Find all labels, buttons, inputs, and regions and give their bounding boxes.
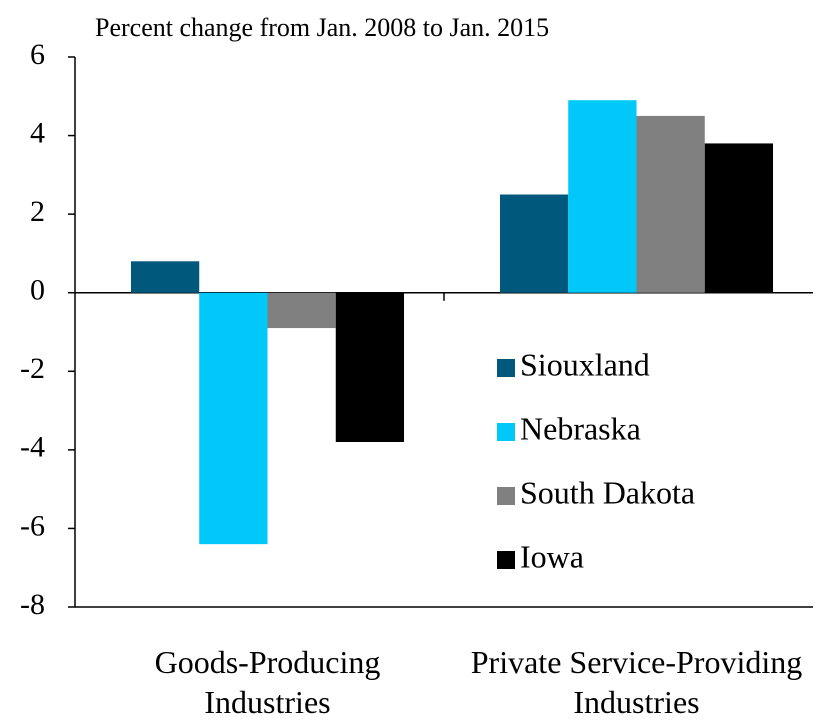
bar [130, 261, 200, 293]
bar [199, 292, 268, 545]
legend-label: Nebraska [520, 410, 641, 446]
bar [568, 100, 637, 293]
y-tick-label: -8 [20, 588, 45, 621]
chart-title: Percent change from Jan. 2008 to Jan. 20… [95, 13, 549, 42]
bar [636, 115, 705, 293]
bar [499, 194, 569, 293]
x-tick-label: Private Service-Providing Industries [470, 644, 803, 720]
legend-swatch [497, 487, 515, 505]
bar [267, 292, 336, 329]
legend-label: Iowa [520, 538, 584, 574]
legend-swatch [497, 359, 515, 377]
bar [335, 292, 405, 442]
y-tick-label: -4 [20, 431, 45, 464]
y-tick-label: -6 [20, 509, 45, 542]
y-tick-label: 2 [30, 195, 45, 228]
legend-label: Siouxland [520, 346, 650, 382]
y-tick-label: 0 [30, 274, 45, 307]
legend-swatch [497, 423, 515, 441]
y-tick-label: 6 [30, 38, 45, 71]
legend-label: South Dakota [520, 474, 695, 510]
y-tick-label: -2 [20, 352, 45, 385]
legend-swatch [497, 551, 515, 569]
x-tick-label: Goods-Producing Industries [154, 644, 381, 720]
bar [704, 143, 774, 293]
y-tick-label: 4 [30, 116, 45, 149]
